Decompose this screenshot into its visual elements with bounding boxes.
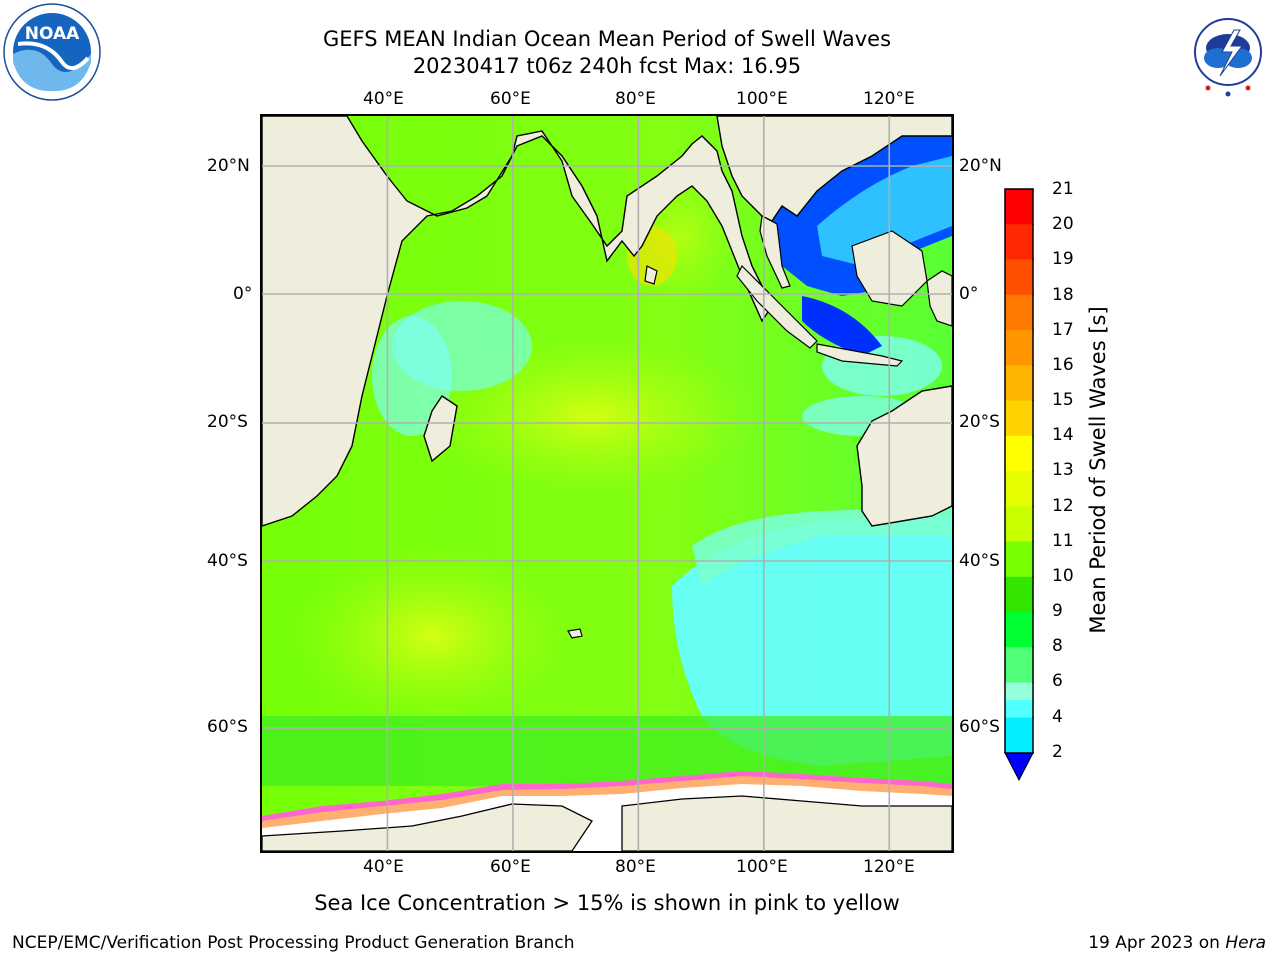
sumatra-land: [736, 264, 818, 349]
java-sea-blue: [802, 296, 882, 356]
antarctica-land: [262, 795, 952, 851]
colorbar-tick-label: 12: [1052, 496, 1074, 516]
colorbar-tick-label: 13: [1052, 460, 1074, 480]
colorbar: [1004, 188, 1034, 782]
colorbar-tick-label: 20: [1052, 214, 1074, 234]
right-lat-label: 0°: [959, 284, 979, 304]
left-lat-label: 0°: [233, 284, 253, 304]
kerguelen-land: [567, 628, 583, 639]
colorbar-bin: [1005, 224, 1033, 260]
colorbar-bin: [1005, 435, 1033, 472]
footer-date-text: 19 Apr 2023 on: [1088, 933, 1226, 953]
bottom-lon-label: 60°E: [490, 857, 531, 877]
australia-land: [856, 385, 952, 527]
colorbar-bin: [1005, 647, 1033, 683]
noaa-logo: NOAA: [3, 3, 101, 101]
colorbar-bin: [1005, 717, 1033, 754]
colorbar-tick-label: 17: [1052, 320, 1074, 340]
colorbar-bin: [1005, 294, 1033, 331]
colorbar-tick-label: 16: [1052, 355, 1074, 375]
colorbar-tick-label: 21: [1052, 179, 1074, 199]
colorbar-bin: [1005, 612, 1033, 648]
colorbar-tick-label: 10: [1052, 566, 1074, 586]
sea-ice-note: Sea Ice Concentration > 15% is shown in …: [314, 891, 900, 915]
right-lat-label: 40°S: [959, 551, 1000, 571]
java-land: [816, 343, 904, 367]
colorbar-bin: [1005, 576, 1033, 613]
colorbar-title: Mean Period of Swell Waves [s]: [1086, 306, 1110, 634]
low-period-sea-cyan: [817, 156, 952, 266]
southern-band: [262, 716, 952, 786]
colorbar-bin: [1005, 506, 1033, 542]
low-period-region: [672, 516, 952, 766]
low-period-fringe: [692, 506, 952, 586]
forecast-subtitle: 20230417 t06z 240h fcst Max: 16.95: [412, 54, 802, 78]
map-title: GEFS MEAN Indian Ocean Mean Period of Sw…: [322, 27, 892, 51]
left-lat-label: 20°N: [207, 156, 250, 176]
colorbar-bin: [1005, 471, 1033, 507]
left-lat-label: 40°S: [207, 551, 248, 571]
colorbar-bin: [1005, 700, 1033, 719]
low-period-patch: [372, 316, 452, 436]
colorbar-bin: [1005, 259, 1033, 296]
colorbar-tick-label: 2: [1052, 742, 1063, 762]
nws-logo: [1180, 4, 1276, 100]
top-lon-label: 40°E: [363, 89, 404, 109]
malay-peninsula-land: [759, 215, 791, 289]
footer-date: 19 Apr 2023 on Hera: [1088, 933, 1266, 953]
indochina-land: [716, 116, 952, 222]
bottom-lon-label: 100°E: [736, 857, 788, 877]
colorbar-tick-label: 8: [1052, 636, 1063, 656]
bottom-lon-label: 40°E: [363, 857, 404, 877]
colorbar-tick-label: 14: [1052, 425, 1074, 445]
colorbar-bin: [1005, 400, 1033, 437]
map-panel: [260, 114, 954, 853]
colorbar-bin: [1005, 330, 1033, 366]
left-lat-label: 20°S: [207, 412, 248, 432]
colorbar-tick-label: 18: [1052, 285, 1074, 305]
footer-credit: NCEP/EMC/Verification Post Processing Pr…: [12, 933, 575, 953]
colorbar-bin: [1005, 541, 1033, 578]
sri-lanka-land: [644, 265, 658, 285]
sulawesi-land: [926, 270, 952, 327]
madagascar-land: [423, 395, 458, 463]
noaa-logo-text: NOAA: [25, 24, 80, 44]
top-lon-label: 100°E: [736, 89, 788, 109]
bottom-lon-label: 80°E: [615, 857, 656, 877]
top-lon-label: 120°E: [863, 89, 915, 109]
top-lon-label: 80°E: [615, 89, 656, 109]
top-lon-label: 60°E: [490, 89, 531, 109]
colorbar-tick-label: 4: [1052, 707, 1063, 727]
colorbar-bin: [1005, 365, 1033, 401]
right-lat-label: 60°S: [959, 717, 1000, 737]
left-lat-label: 60°S: [207, 717, 248, 737]
swell-period-map: [262, 116, 952, 851]
right-lat-label: 20°N: [959, 156, 1002, 176]
colorbar-tick-label: 9: [1052, 601, 1063, 621]
colorbar-bin: [1005, 189, 1033, 225]
colorbar-bin: [1005, 682, 1033, 701]
right-lat-label: 20°S: [959, 412, 1000, 432]
footer-host: Hera: [1225, 933, 1266, 953]
colorbar-extend-triangle: [1004, 752, 1034, 782]
colorbar-tick-label: 6: [1052, 671, 1063, 691]
high-period-band: [292, 546, 572, 726]
colorbar-tick-label: 11: [1052, 531, 1074, 551]
bottom-lon-label: 120°E: [863, 857, 915, 877]
colorbar-tick-label: 19: [1052, 249, 1074, 269]
colorbar-tick-label: 15: [1052, 390, 1074, 410]
